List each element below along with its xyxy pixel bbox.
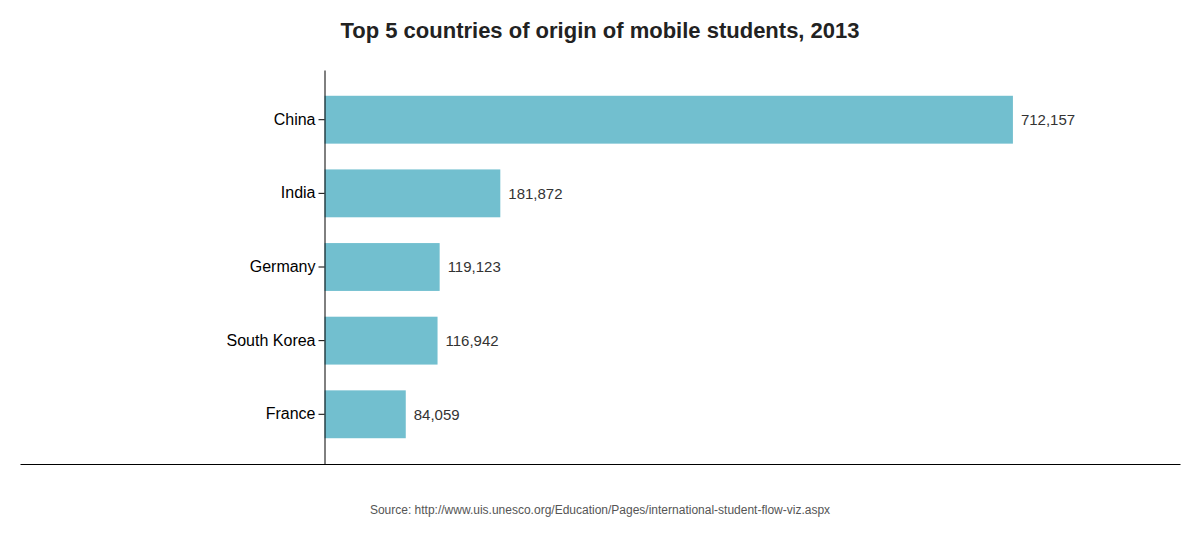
- y-tick: India: [281, 184, 325, 201]
- y-tick: Germany: [250, 258, 325, 275]
- y-tick: South Korea: [227, 332, 325, 349]
- x-axis: [21, 464, 1181, 465]
- data-label: 119,123: [448, 258, 501, 275]
- bar: [325, 96, 1013, 144]
- y-tick-label: Germany: [250, 258, 316, 275]
- x-axis-line: [21, 464, 1181, 465]
- y-tick-mark: [319, 119, 325, 120]
- annotations: Source: http://www.uis.unesco.org/Educat…: [370, 503, 830, 517]
- data-label: 712,157: [1021, 111, 1075, 128]
- chart: Top 5 countries of origin of mobile stud…: [0, 0, 1200, 544]
- y-tick-label: India: [281, 184, 316, 201]
- y-tick-label: South Korea: [227, 332, 316, 349]
- bars: [325, 96, 1013, 438]
- y-axis-line: [325, 71, 326, 465]
- bar: [325, 243, 440, 291]
- annotation: Source: http://www.uis.unesco.org/Educat…: [370, 503, 830, 517]
- bar: [325, 390, 406, 438]
- data-label: 181,872: [508, 185, 562, 202]
- y-tick-mark: [319, 267, 325, 268]
- y-tick-label: China: [274, 111, 316, 128]
- y-tick-mark: [319, 193, 325, 194]
- data-label: 116,942: [446, 332, 499, 349]
- y-tick: France: [266, 405, 325, 422]
- y-tick: China: [274, 111, 325, 128]
- data-labels: 712,157 181,872 119,123 116,942 84,059: [414, 111, 1075, 423]
- y-tick-mark: [319, 340, 325, 341]
- bar: [325, 317, 438, 365]
- y-axis: China India Germany South Korea France: [227, 71, 325, 465]
- data-label: 84,059: [414, 406, 460, 423]
- bar: [325, 169, 501, 217]
- plot: China India Germany South Korea France 712,15…: [21, 71, 1181, 465]
- y-tick-label: France: [266, 405, 316, 422]
- title: Top 5 countries of origin of mobile stud…: [340, 18, 859, 43]
- y-tick-mark: [319, 414, 325, 415]
